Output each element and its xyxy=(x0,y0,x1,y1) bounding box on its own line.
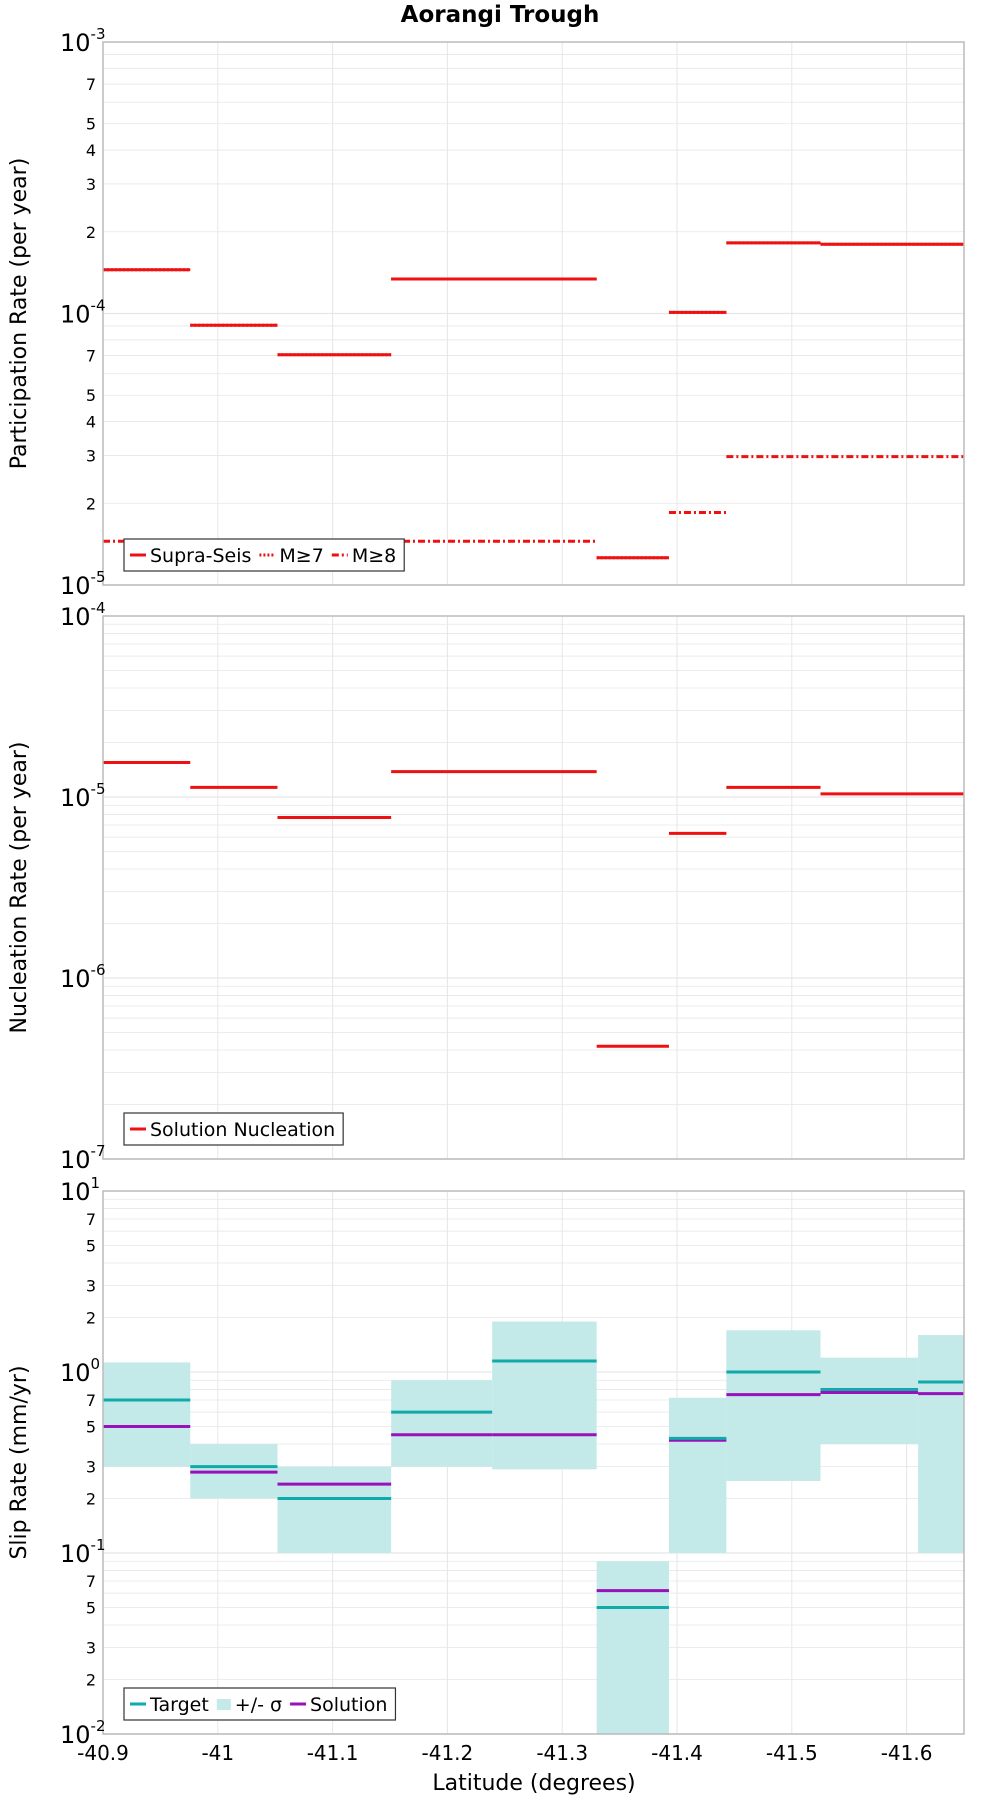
chart-title: Aorangi Trough xyxy=(401,2,600,28)
legend: Supra-Seis M≥7 M≥8 xyxy=(123,538,405,572)
legend-label: Supra-Seis xyxy=(150,545,251,567)
y-tick-label: 7 xyxy=(86,347,96,366)
y-tick-label: 2 xyxy=(86,1309,96,1328)
legend-box xyxy=(123,1687,397,1721)
y-tick-label: 7 xyxy=(86,1572,96,1591)
legend-item: Target xyxy=(130,1694,209,1716)
legend: Target +/- σ Solution xyxy=(123,1687,397,1721)
sigma-band xyxy=(596,1561,669,1734)
y-tick-label: 10-4 xyxy=(60,599,106,631)
plot-area xyxy=(103,1321,964,1734)
legend-item: M≥8 xyxy=(331,545,396,567)
y-tick-label: 7 xyxy=(86,1391,96,1410)
y-tick-label: 3 xyxy=(86,1639,96,1658)
y-tick-label: 7 xyxy=(86,75,96,94)
legend-item: Solution Nucleation xyxy=(130,1119,335,1141)
x-tick-label: -41 xyxy=(201,1741,234,1765)
legend: Solution Nucleation xyxy=(123,1112,344,1146)
y-axis-label: Slip Rate (mm/yr) xyxy=(7,1365,32,1559)
x-tick-label: -41.2 xyxy=(422,1741,474,1765)
y-tick-label: 2 xyxy=(86,1490,96,1509)
y-tick-label: 10-3 xyxy=(60,25,106,57)
legend-item: Supra-Seis xyxy=(130,545,251,567)
legend-label: M≥7 xyxy=(279,545,323,567)
x-tick-label: -41.3 xyxy=(536,1741,588,1765)
panel-3: 10-2 2 3 5 7 10-1 2 3 5 7 100 2 3 5 7 101 Slip Rate (mm/… xyxy=(7,1174,965,1749)
y-tick-label: 10-7 xyxy=(60,1142,106,1174)
y-tick-label: 10-5 xyxy=(60,568,106,600)
plot-area xyxy=(103,241,964,560)
y-tick-label: 5 xyxy=(86,386,96,405)
sigma-band xyxy=(918,1335,964,1553)
y-tick-label: 2 xyxy=(86,223,96,242)
y-axis-label: Nucleation Rate (per year) xyxy=(7,742,32,1034)
legend-swatch xyxy=(216,1699,231,1710)
y-tick-label: 3 xyxy=(86,175,96,194)
y-tick-label: 10-2 xyxy=(60,1717,106,1749)
y-tick-label: 7 xyxy=(86,1210,96,1229)
plot-frame xyxy=(102,615,965,1160)
y-tick-label: 3 xyxy=(86,446,96,465)
panel-1: 10-5 2 3 4 5 7 10-4 2 3 4 5 7 10-3 Participation Rate… xyxy=(7,25,965,600)
y-tick-label: 5 xyxy=(86,1598,96,1617)
x-tick-label: -41.6 xyxy=(881,1741,933,1765)
sigma-band xyxy=(668,1397,727,1553)
legend-item: +/- σ xyxy=(216,1694,282,1716)
y-tick-label: 10-4 xyxy=(60,297,106,329)
y-tick-label: 4 xyxy=(86,413,96,432)
x-tick-label: -41.5 xyxy=(766,1741,818,1765)
plot-area xyxy=(103,761,964,1048)
sigma-band xyxy=(820,1357,919,1445)
plot-frame xyxy=(102,1190,965,1735)
y-tick-label: 10-5 xyxy=(60,780,106,812)
y-tick-label: 101 xyxy=(60,1174,100,1206)
x-tick-label: -41.1 xyxy=(307,1741,359,1765)
x-tick-label: -41.4 xyxy=(651,1741,703,1765)
sigma-band xyxy=(391,1380,493,1467)
y-axis-label: Participation Rate (per year) xyxy=(7,158,32,470)
y-tick-label: 10-6 xyxy=(60,961,106,993)
y-tick-label: 5 xyxy=(86,115,96,134)
y-tick-label: 5 xyxy=(86,1417,96,1436)
y-tick-label: 3 xyxy=(86,1458,96,1477)
legend-label: Target xyxy=(149,1694,209,1716)
legend-label: Solution Nucleation xyxy=(150,1119,335,1141)
y-tick-label: 3 xyxy=(86,1277,96,1296)
x-tick-label: -40.9 xyxy=(77,1741,129,1765)
sigma-band xyxy=(103,1362,191,1467)
y-tick-label: 4 xyxy=(86,141,96,160)
x-axis: -40.9 -41 -41.1 -41.2 -41.3 -41.4 -41.5 -41.6 xyxy=(77,1741,932,1765)
legend-box xyxy=(123,1112,344,1146)
sigma-band xyxy=(277,1466,392,1553)
y-tick-label: 2 xyxy=(86,494,96,513)
plot-frame xyxy=(102,41,965,586)
legend-item: M≥7 xyxy=(259,545,324,567)
sigma-band xyxy=(726,1330,821,1481)
chart-panels: 10-5 2 3 4 5 7 10-4 2 3 4 5 7 10-3 Participation Rate… xyxy=(7,25,965,1749)
x-axis-label: Latitude (degrees) xyxy=(432,1771,635,1796)
legend-label: +/- σ xyxy=(235,1694,282,1716)
legend-label: M≥8 xyxy=(352,545,396,567)
y-tick-label: 5 xyxy=(86,1236,96,1255)
legend-label: Solution xyxy=(310,1694,387,1716)
sigma-band xyxy=(492,1321,597,1470)
y-tick-label: 2 xyxy=(86,1671,96,1690)
y-tick-label: 100 xyxy=(60,1355,100,1387)
panel-2: 10-7 10-6 10-5 10-4 Nucleation Rate (per yea… xyxy=(7,599,965,1174)
legend-item: Solution xyxy=(290,1694,387,1716)
y-tick-label: 10-1 xyxy=(60,1536,106,1568)
